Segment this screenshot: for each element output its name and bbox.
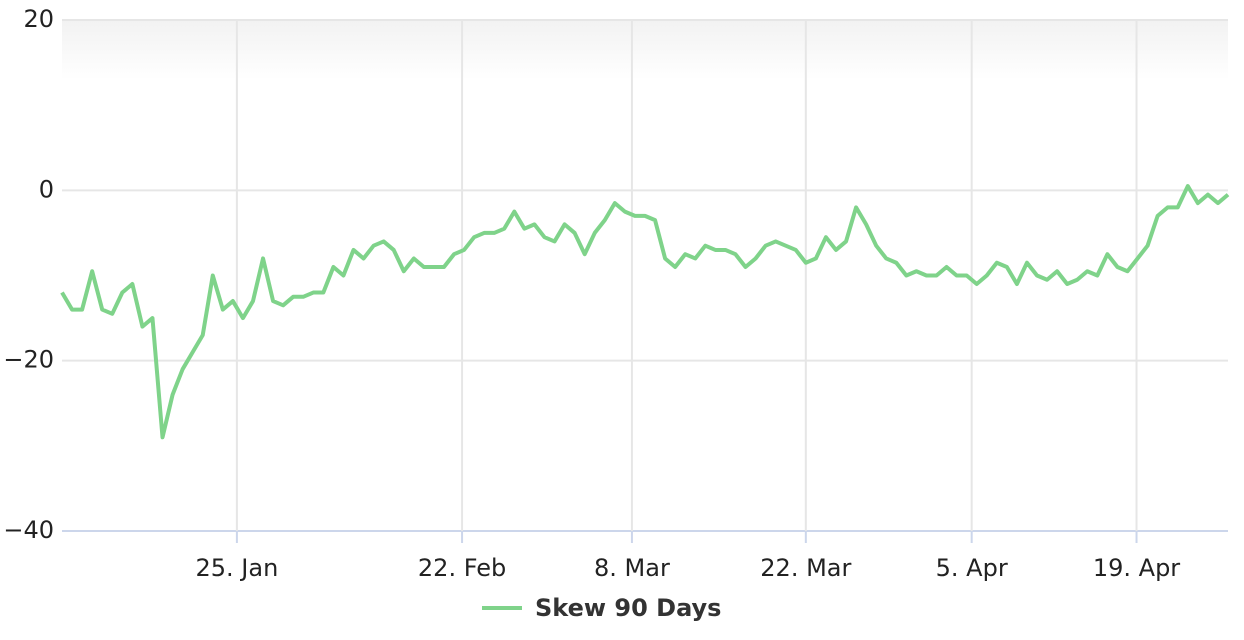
- y-tick-label: 20: [23, 5, 54, 33]
- x-tick-label: 19. Apr: [1093, 554, 1180, 582]
- x-tick-label: 22. Feb: [418, 554, 506, 582]
- x-tick-label: 5. Apr: [936, 554, 1008, 582]
- y-tick-label: −40: [3, 516, 54, 544]
- x-tick-label: 8. Mar: [594, 554, 670, 582]
- x-tick-label: 22. Mar: [760, 554, 851, 582]
- y-tick-label: 0: [39, 175, 54, 203]
- y-tick-label: −20: [3, 346, 54, 374]
- plot-band: [62, 20, 1228, 80]
- legend-label: Skew 90 Days: [535, 594, 721, 622]
- x-tick-label: 25. Jan: [196, 554, 279, 582]
- data-line: [60, 184, 1230, 440]
